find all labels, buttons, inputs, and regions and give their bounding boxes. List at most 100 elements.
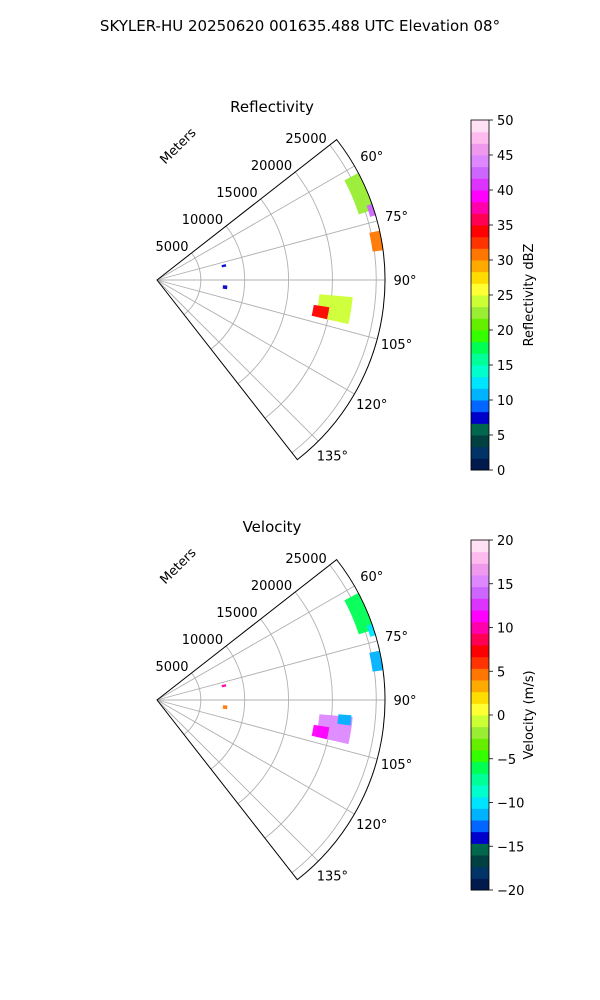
colorbar-swatch (471, 178, 489, 191)
colorbar-swatch (471, 458, 489, 471)
radial-axis-label: Meters (158, 125, 200, 167)
velocity-panel: Velocity 5000 10000 15000 20000 25000 Meters 60… (155, 518, 537, 899)
range-ring-5000 (183, 672, 202, 735)
colorbar-swatch (471, 306, 489, 319)
azimuth-tick-label: 90° (393, 274, 416, 289)
colorbar-tick-label: 10 (497, 622, 514, 637)
colorbar-tick-label: 35 (497, 219, 514, 234)
colorbar-swatch (471, 796, 489, 809)
colorbar-swatch (471, 715, 489, 728)
colorbar-tick-label: −20 (497, 884, 524, 899)
colorbar-swatch (471, 738, 489, 751)
range-tick-label: 5000 (155, 240, 188, 255)
colorbar-swatch (471, 668, 489, 681)
range-tick-label: 20000 (251, 159, 292, 174)
azimuth-spoke-60 (156, 585, 355, 701)
colorbar-swatch (471, 598, 489, 611)
colorbar-tick-label: 45 (497, 149, 514, 164)
radial-axis-label: Meters (158, 545, 200, 587)
colorbar-swatch (471, 365, 489, 378)
colorbar-swatch (471, 703, 489, 716)
colorbar-swatch (471, 785, 489, 798)
echo-region-2 (369, 650, 384, 672)
azimuth-spoke-75 (156, 640, 378, 701)
azimuth-tick-label: 135° (317, 869, 348, 884)
azimuth-tick-label: 60° (360, 570, 383, 585)
azimuth-spoke-75 (156, 220, 378, 281)
colorbar-swatch (471, 855, 489, 868)
colorbar-tick-label: 5 (497, 429, 505, 444)
reflectivity-panel: Reflectivity 5000 10000 15000 20000 25000 Mete… (155, 98, 537, 479)
colorbar-tick-label: 20 (497, 534, 514, 549)
echo-region-4 (311, 304, 330, 320)
figure-title: SKYLER-HU 20250620 001635.488 UTC Elevat… (100, 17, 500, 35)
colorbar-swatch (471, 820, 489, 833)
colorbar-swatch (471, 750, 489, 763)
azimuth-tick-label: 105° (381, 338, 412, 353)
range-tick-label: 10000 (182, 633, 223, 648)
colorbar-swatch (471, 866, 489, 879)
range-tick-label: 15000 (216, 186, 257, 201)
colorbar-swatch (471, 680, 489, 693)
colorbar-label: Reflectivity dBZ (522, 244, 537, 347)
range-tick-label: 5000 (155, 660, 188, 675)
colorbar-swatch (471, 831, 489, 844)
azimuth-spoke-120 (156, 279, 355, 395)
colorbar-swatch (471, 318, 489, 331)
azimuth-spoke-120 (156, 699, 355, 815)
colorbar-swatch (471, 586, 489, 599)
colorbar-swatch (471, 761, 489, 774)
azimuth-tick-label: 75° (385, 630, 408, 645)
colorbar-swatch (471, 540, 489, 553)
colorbar-swatch (471, 260, 489, 273)
colorbar-swatch (471, 353, 489, 366)
echo-region-1 (366, 623, 376, 637)
echo-region-6 (222, 285, 228, 290)
colorbar-swatch (471, 341, 489, 354)
colorbar-tick-label: −10 (497, 797, 524, 812)
colorbar-tick-label: 0 (497, 709, 505, 724)
colorbar-swatch (471, 376, 489, 389)
colorbar-tick-label: 25 (497, 289, 514, 304)
colorbar-swatch (471, 423, 489, 436)
azimuth-tick-label: 135° (317, 449, 348, 464)
range-ring-10000 (210, 645, 246, 770)
colorbar-swatch (471, 645, 489, 658)
colorbar-swatch (471, 575, 489, 588)
chart-title: Reflectivity (230, 98, 314, 116)
echo-region-5 (221, 264, 227, 268)
colorbar-label: Velocity (m/s) (522, 670, 537, 759)
colorbar-swatch (471, 878, 489, 891)
colorbar-swatch (471, 656, 489, 669)
colorbar-swatch (471, 213, 489, 226)
colorbar-swatch (471, 225, 489, 238)
colorbar-swatch (471, 271, 489, 284)
colorbar-swatch (471, 435, 489, 448)
colorbar-swatch (471, 201, 489, 214)
azimuth-spoke-105 (156, 699, 378, 760)
azimuth-tick-label: 75° (385, 210, 408, 225)
azimuth-spoke-60 (156, 165, 355, 281)
azimuth-tick-label: 60° (360, 150, 383, 165)
colorbar-tick-label: 5 (497, 665, 505, 680)
range-tick-label: 25000 (285, 132, 326, 147)
colorbar-swatch (471, 773, 489, 786)
colorbar-tick-label: 30 (497, 254, 514, 269)
colorbar-swatch (471, 295, 489, 308)
colorbar-swatch (471, 283, 489, 296)
echo-region-7 (222, 705, 228, 710)
sector-border (156, 558, 386, 881)
colorbar-swatch (471, 726, 489, 739)
colorbar-swatch (471, 633, 489, 646)
azimuth-spoke-105 (156, 279, 378, 340)
colorbar-tick-label: 15 (497, 359, 514, 374)
azimuth-tick-label: 90° (393, 694, 416, 709)
colorbar-swatch (471, 621, 489, 634)
sector-background (157, 559, 385, 880)
colorbar-swatch (471, 411, 489, 424)
echo-region-2 (369, 230, 384, 252)
echo-region-1 (366, 203, 376, 217)
colorbar-swatch (471, 131, 489, 144)
colorbar-tick-label: 20 (497, 324, 514, 339)
